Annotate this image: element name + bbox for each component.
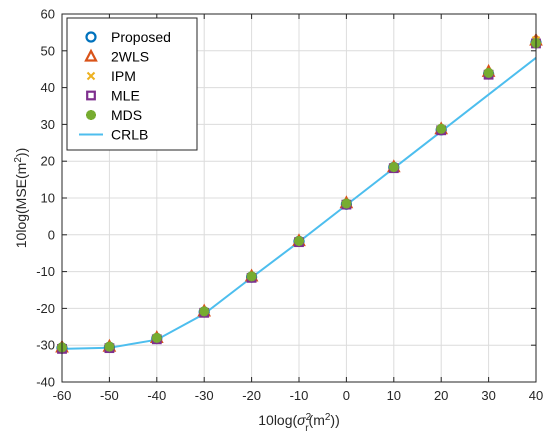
- marker-mds-core: [391, 164, 397, 170]
- y-tick-label: -10: [36, 264, 55, 279]
- marker-mds: [436, 123, 447, 134]
- marker-mds-core: [154, 335, 160, 341]
- y-axis-ticks: -40 -30 -20 -10 0 10 20 30 40 50 60: [36, 7, 536, 390]
- legend-symbol-ipm: [86, 71, 96, 81]
- marker-mds: [151, 332, 162, 343]
- marker-mds: [199, 306, 210, 317]
- x-axis-label: 10log(σ2 r(m2)): [258, 412, 340, 434]
- legend-label-proposed: Proposed: [111, 29, 171, 45]
- marker-mds-core: [486, 70, 492, 76]
- marker-mds: [104, 341, 115, 352]
- x-tick-label: 0: [343, 388, 350, 403]
- y-axis-label: 10log(MSE(m2)): [13, 148, 30, 248]
- legend-symbol-mds-core: [88, 112, 94, 118]
- x-tick-label: -10: [290, 388, 309, 403]
- plot-frame: [61, 13, 537, 383]
- y-tick-label: 20: [41, 154, 55, 169]
- x-tick-label: 40: [529, 388, 543, 403]
- legend-symbol-2wls: [84, 48, 98, 62]
- y-tick-label: 50: [41, 43, 55, 58]
- y-tick-label: -20: [36, 301, 55, 316]
- marker-mds: [294, 236, 304, 247]
- y-tick-label: 10: [41, 191, 55, 206]
- x-tick-label: -30: [195, 388, 214, 403]
- y-tick-label: 30: [41, 117, 55, 132]
- marker-mds-core: [106, 344, 112, 350]
- marker-mds-core: [249, 273, 255, 279]
- legend-symbol-mle: [86, 90, 96, 101]
- x-tick-label: -40: [147, 388, 166, 403]
- legend-symbol-mds: [86, 110, 96, 120]
- marker-mds: [246, 271, 257, 282]
- x-tick-label: -60: [53, 388, 72, 403]
- legend-label-mds: MDS: [111, 107, 142, 123]
- marker-mds-core: [438, 126, 444, 132]
- x-tick-label: 20: [434, 388, 448, 403]
- y-tick-label: -30: [36, 338, 55, 353]
- y-tick-label: -40: [36, 375, 55, 390]
- legend-label-2wls: 2WLS: [111, 49, 149, 65]
- y-tick-label: 40: [41, 80, 55, 95]
- legend-label-ipm: IPM: [111, 68, 136, 84]
- x-tick-label: -50: [100, 388, 119, 403]
- x-tick-label: -20: [242, 388, 261, 403]
- x-tick-label: 10: [387, 388, 401, 403]
- legend-label-mle: MLE: [111, 88, 140, 104]
- marker-mds: [388, 162, 399, 173]
- marker-mds: [483, 67, 494, 78]
- x-axis-ticks: -60 -50 -40 -30 -20 -10 0 10 20 30 40: [53, 14, 543, 403]
- legend-symbol-ipm-stroke: [86, 71, 96, 81]
- legend-symbol-proposed: [85, 31, 97, 43]
- marker-mds-core: [296, 238, 302, 244]
- marker-mds: [341, 198, 352, 209]
- y-tick-label: 60: [41, 7, 55, 22]
- marker-mds-core: [343, 201, 349, 207]
- legend-label-crlb: CRLB: [111, 127, 148, 143]
- legend: Proposed 2WLS IPM MLE MDS CRLB: [66, 17, 198, 151]
- marker-mds-core: [201, 308, 207, 314]
- y-tick-label: 0: [48, 227, 55, 242]
- x-tick-label: 30: [481, 388, 495, 403]
